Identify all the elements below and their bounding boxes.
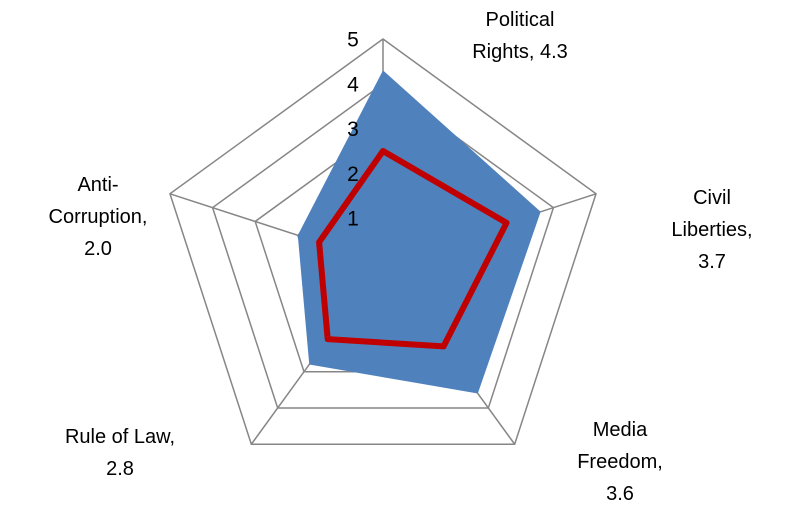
radar-line [316, 148, 510, 350]
data-label: Political Rights, 4.3 [472, 9, 568, 63]
data-label: Civil Liberties, 3.7 [671, 187, 753, 273]
grid-line [211, 82, 555, 409]
tick-label: 4 [347, 73, 359, 96]
tick-label: 3 [347, 118, 359, 141]
data-label: Anti- Corruption, 2.0 [48, 174, 148, 260]
tick-label: 1 [347, 208, 359, 231]
grid-line [169, 38, 597, 445]
data-label: Media Freedom, 3.6 [577, 419, 663, 505]
tick-label: 5 [347, 29, 359, 52]
radar-area [297, 70, 541, 394]
tick-label: 2 [347, 163, 359, 186]
data-label: Rule of Law, 2.8 [64, 426, 176, 480]
